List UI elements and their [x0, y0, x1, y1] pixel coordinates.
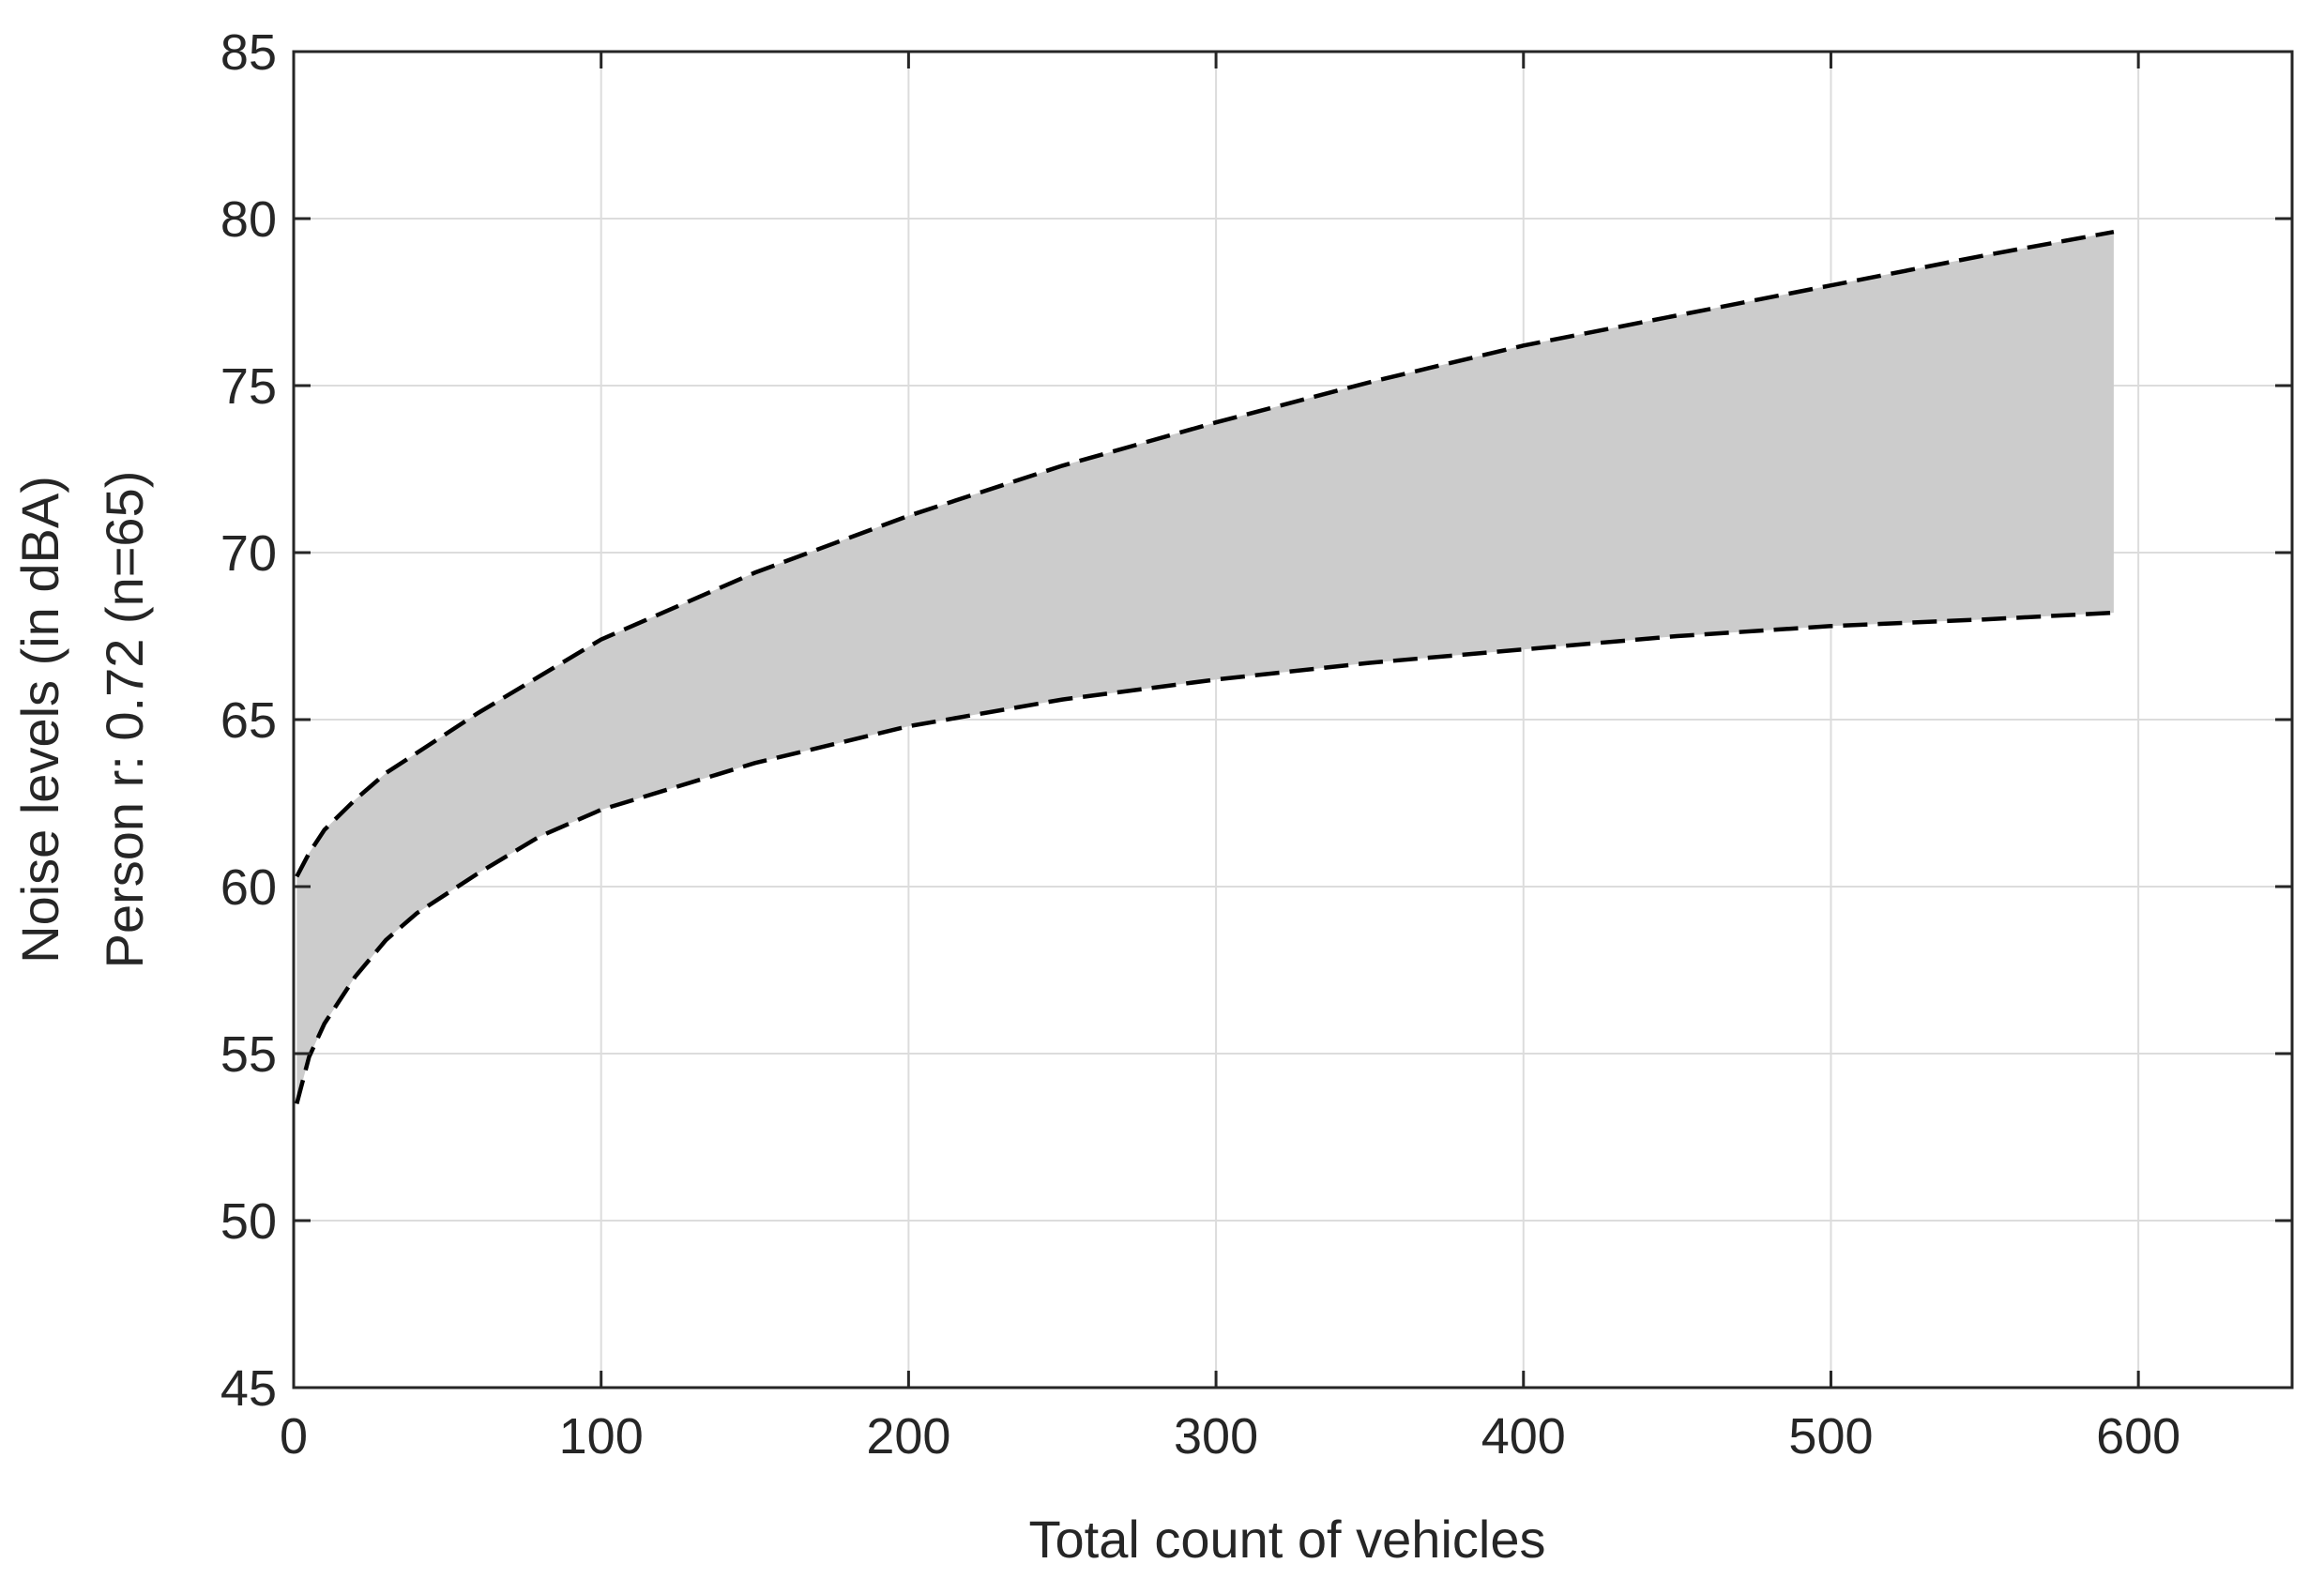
y-tick-label: 65 — [220, 692, 277, 749]
x-tick-label: 400 — [1481, 1408, 1566, 1465]
lower-bound-line — [295, 610, 2115, 1104]
y-tick-label: 70 — [220, 525, 277, 582]
x-tick-label: 300 — [1174, 1408, 1258, 1465]
x-tick-label: 200 — [866, 1408, 950, 1465]
y-axis-ticks: 45 50 55 60 65 70 75 80 85 — [220, 24, 2292, 1417]
y-tick-label: 50 — [220, 1193, 277, 1250]
x-tick-label: 600 — [2096, 1408, 2180, 1465]
y-tick-label: 85 — [220, 24, 277, 81]
bound-lines — [295, 229, 2115, 1104]
x-axis-ticks: 0 100 200 300 400 500 600 — [280, 52, 2180, 1465]
y-axis-label-line-1: Noise levels (in dBA) — [10, 476, 69, 964]
band-fill — [296, 232, 2114, 1104]
y-tick-label: 75 — [220, 358, 277, 415]
x-tick-label: 100 — [559, 1408, 644, 1465]
y-tick-label: 45 — [220, 1360, 277, 1417]
y-tick-label: 80 — [220, 191, 277, 248]
x-tick-label: 0 — [280, 1408, 308, 1465]
upper-bound-line — [295, 229, 2115, 878]
confidence-band — [296, 232, 2114, 1104]
y-axis-label-line-2: Person r: 0.72 (n=65) — [95, 471, 154, 969]
x-tick-label: 500 — [1788, 1408, 1873, 1465]
y-tick-label: 60 — [220, 859, 277, 916]
y-axis-label-group: Noise levels (in dBA) Person r: 0.72 (n=… — [10, 471, 154, 969]
x-axis-label: Total count of vehicles — [1029, 1510, 1546, 1569]
y-tick-label: 55 — [220, 1026, 277, 1083]
